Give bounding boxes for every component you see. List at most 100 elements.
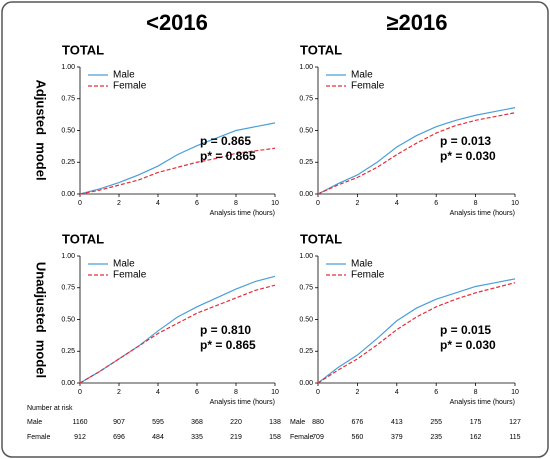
x-axis-label: Analysis time (hours): [210, 210, 275, 217]
legend-label: Female: [351, 81, 385, 92]
legend-label: Male: [113, 259, 135, 270]
annotation: p* = 0.865: [200, 338, 256, 352]
x-tick-label: 8: [474, 200, 478, 207]
risk-value: 162: [470, 434, 482, 441]
risk-value: 907: [113, 419, 125, 426]
x-tick-label: 4: [156, 200, 160, 207]
risk-value: 255: [430, 419, 442, 426]
survival-line: [317, 278, 516, 384]
x-tick-label: 6: [434, 389, 438, 396]
x-tick-label: 6: [195, 389, 199, 396]
legend-label: Female: [351, 270, 385, 281]
risk-value: 696: [113, 434, 125, 441]
risk-value: 115: [509, 434, 520, 441]
survival-line: [79, 122, 276, 195]
x-tick-label: 0: [316, 389, 320, 396]
survival-line: [317, 107, 516, 195]
panel-title: TOTAL: [300, 231, 342, 246]
y-tick-label: 0.00: [299, 191, 313, 198]
y-tick-label: 0.25: [61, 159, 75, 166]
y-tick-label: 0.50: [299, 316, 313, 323]
risk-value: 413: [391, 419, 403, 426]
survival-line: [317, 282, 516, 384]
panel-title: TOTAL: [300, 42, 342, 57]
risk-row-name: Female: [290, 434, 313, 441]
x-axis-label: Analysis time (hours): [450, 399, 515, 406]
annotation: p* = 0.030: [440, 338, 496, 352]
y-tick-label: 1.00: [299, 64, 313, 71]
row-label: Adjusted model: [34, 79, 49, 180]
risk-value: 175: [470, 419, 482, 426]
x-tick-label: 6: [195, 200, 199, 207]
x-tick-label: 8: [474, 389, 478, 396]
annotation: p = 0.865: [200, 134, 251, 148]
column-title: ≥2016: [386, 10, 447, 35]
x-axis-label: Analysis time (hours): [210, 399, 275, 406]
y-tick-label: 0.75: [299, 285, 313, 292]
risk-value: 127: [509, 419, 521, 426]
risk-table-title: Number at risk: [27, 405, 73, 412]
x-tick-label: 6: [434, 200, 438, 207]
panel-title: TOTAL: [62, 231, 104, 246]
risk-row-name: Female: [27, 434, 50, 441]
risk-value: 676: [352, 419, 364, 426]
risk-row-name: Male: [290, 419, 305, 426]
y-tick-label: 0.50: [299, 127, 313, 134]
annotation: p = 0.015: [440, 323, 491, 337]
risk-value: 912: [74, 434, 86, 441]
x-tick-label: 8: [234, 200, 238, 207]
y-tick-label: 1.00: [61, 253, 75, 260]
x-tick-label: 2: [355, 200, 359, 207]
y-tick-label: 0.75: [61, 285, 75, 292]
panel-title: TOTAL: [62, 42, 104, 57]
risk-value: 335: [191, 434, 203, 441]
x-tick-label: 2: [117, 200, 121, 207]
risk-value: 484: [152, 434, 164, 441]
x-axis-label: Analysis time (hours): [450, 210, 515, 217]
risk-value: 1160: [72, 419, 87, 426]
x-tick-label: 0: [78, 389, 82, 396]
risk-value: 138: [269, 419, 281, 426]
x-tick-label: 4: [156, 389, 160, 396]
risk-value: 235: [430, 434, 442, 441]
row-label: Unadjusted model: [34, 262, 49, 378]
risk-value: 709: [312, 434, 324, 441]
x-tick-label: 0: [78, 200, 82, 207]
risk-value: 880: [312, 419, 324, 426]
survival-line: [79, 147, 276, 195]
risk-row-name: Male: [27, 419, 42, 426]
risk-value: 158: [269, 434, 281, 441]
legend-label: Male: [351, 70, 373, 81]
annotation: p* = 0.030: [440, 149, 496, 163]
risk-value: 220: [230, 419, 242, 426]
annotation: p* = 0.865: [200, 149, 256, 163]
y-tick-label: 1.00: [61, 64, 75, 71]
survival-line: [79, 284, 276, 384]
y-tick-label: 0.75: [61, 96, 75, 103]
legend-label: Female: [113, 81, 147, 92]
x-tick-label: 10: [511, 200, 519, 207]
x-tick-label: 2: [117, 389, 121, 396]
x-tick-label: 10: [271, 389, 279, 396]
y-tick-label: 0.25: [61, 348, 75, 355]
y-tick-label: 0.50: [61, 127, 75, 134]
x-tick-label: 4: [395, 200, 399, 207]
legend-label: Male: [351, 259, 373, 270]
y-tick-label: 0.25: [299, 348, 313, 355]
x-tick-label: 8: [234, 389, 238, 396]
annotation: p = 0.013: [440, 134, 491, 148]
y-tick-label: 0.50: [61, 316, 75, 323]
x-tick-label: 2: [355, 389, 359, 396]
x-tick-label: 4: [395, 389, 399, 396]
column-title: <2016: [146, 10, 208, 35]
annotation: p = 0.810: [200, 323, 251, 337]
survival-line: [317, 112, 516, 195]
y-tick-label: 0.00: [61, 380, 75, 387]
x-tick-label: 0: [316, 200, 320, 207]
risk-value: 368: [191, 419, 203, 426]
x-tick-label: 10: [511, 389, 519, 396]
y-tick-label: 0.25: [299, 159, 313, 166]
